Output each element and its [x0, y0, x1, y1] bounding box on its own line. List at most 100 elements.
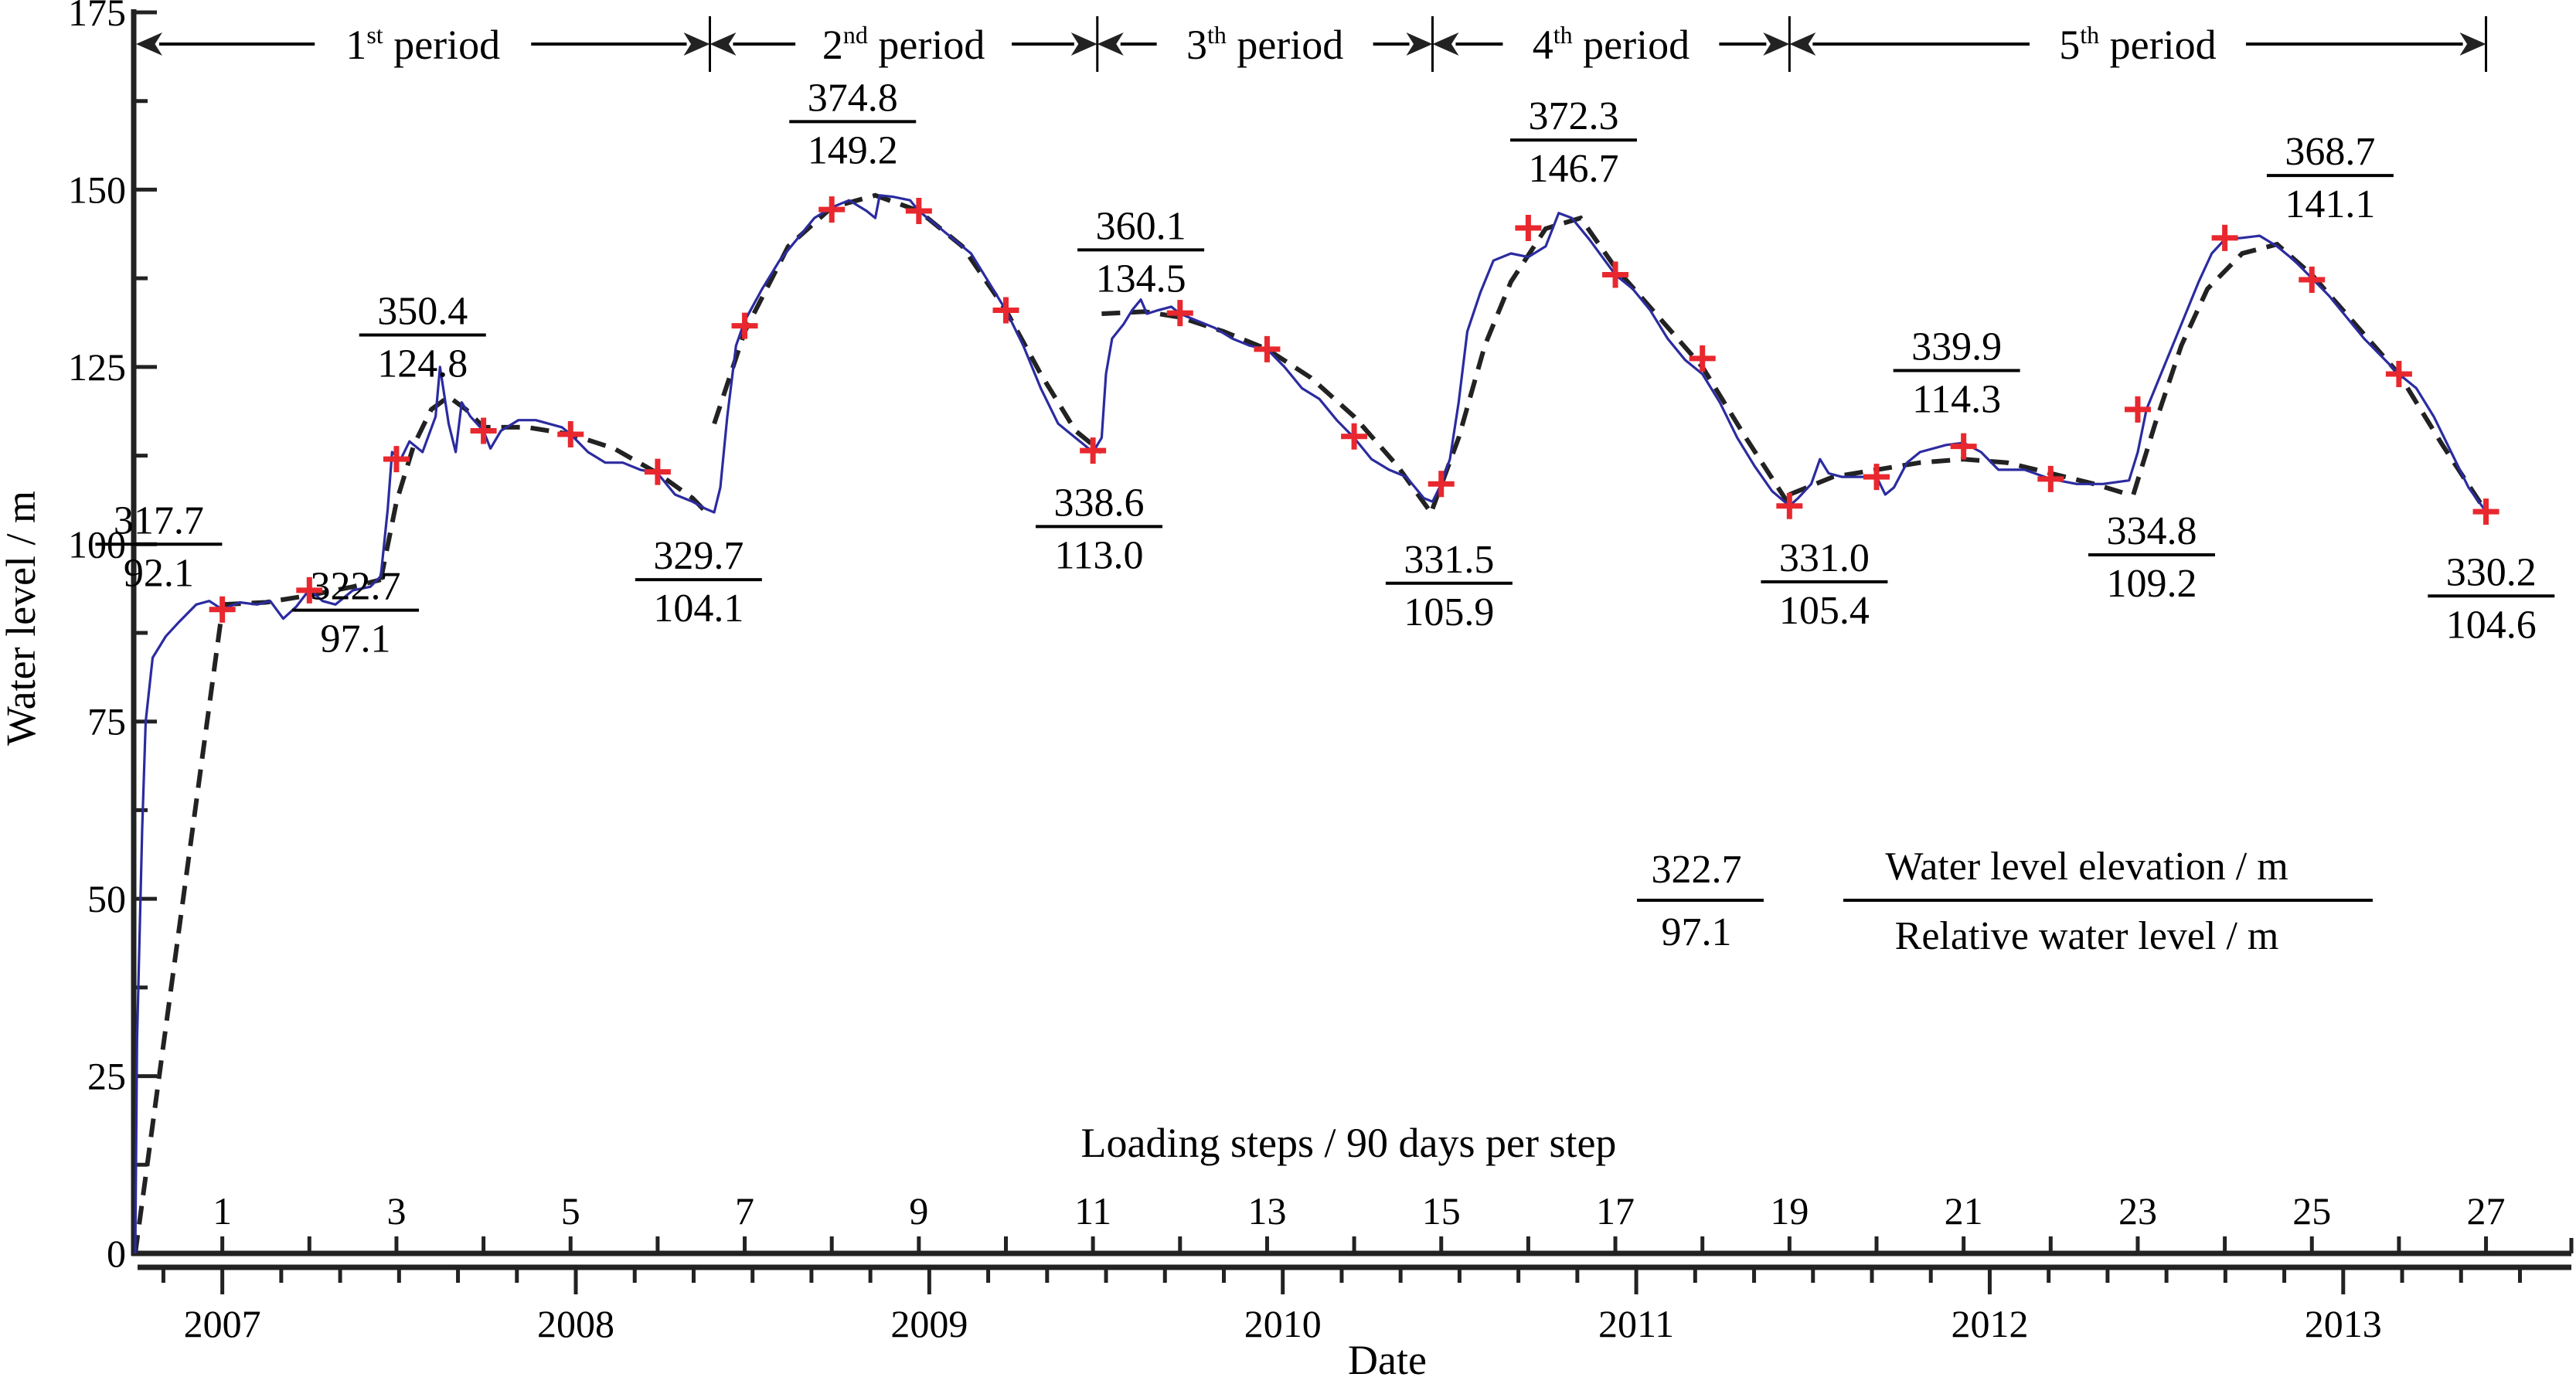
date-year-label: 2010 [1244, 1302, 1322, 1345]
step-marker [818, 196, 846, 223]
annotation: 360.1 134.5 [1077, 204, 1205, 301]
step-marker [557, 421, 584, 448]
step-tick-label: 11 [1074, 1189, 1111, 1233]
y-tick-label: 50 [87, 877, 126, 920]
annotation: 322.7 97.1 [292, 565, 420, 661]
period-arrowhead-left [710, 32, 737, 56]
step-axis-title: Loading steps / 90 days per step [1081, 1120, 1617, 1166]
period-label: 2nd period [822, 21, 985, 68]
y-tick-label: 125 [68, 345, 126, 389]
annotation: 330.2 104.6 [2428, 550, 2555, 647]
step-marker [1254, 335, 1281, 362]
annotation-relative: 92.1 [124, 551, 194, 595]
annotation: 334.8 109.2 [2088, 509, 2215, 606]
annotation-relative: 114.3 [1912, 377, 2001, 421]
step-marker [2299, 266, 2326, 293]
fitted-curve-segment [1101, 309, 1431, 511]
annotation-relative: 97.1 [321, 617, 391, 661]
legend-example-elevation: 322.7 [1652, 848, 1742, 892]
step-tick-label: 5 [561, 1189, 580, 1233]
step-marker [2124, 396, 2151, 423]
period-bar: 1st period 2nd period 3th period 4th period… [136, 16, 2488, 72]
step-marker [1776, 492, 1803, 519]
period-5: 5th period [1812, 21, 2463, 68]
step-marker [296, 576, 323, 604]
date-year-label: 2008 [537, 1302, 614, 1345]
step-tick-label: 13 [1247, 1189, 1286, 1233]
fitted-curve-segment [712, 192, 1104, 454]
annotation-elevation: 322.7 [311, 565, 401, 609]
y-tick-label: 150 [68, 168, 126, 211]
annotation: 368.7 141.1 [2266, 130, 2394, 226]
date-year-label: 2011 [1598, 1302, 1674, 1345]
step-marker [2385, 361, 2412, 388]
measured-curve [134, 194, 2487, 1254]
period-2: 2nd period [733, 21, 1074, 68]
date-year-label: 2013 [2305, 1302, 2382, 1345]
annotation: 374.8 149.2 [789, 76, 917, 172]
y-tick-label: 25 [87, 1055, 126, 1098]
annotation: 372.3 146.7 [1509, 94, 1637, 191]
step-tick-label: 3 [386, 1189, 406, 1233]
period-1: 1st period [159, 21, 687, 68]
step-marker [209, 596, 236, 623]
period-label: 3th period [1186, 21, 1343, 68]
step-marker [1863, 464, 1890, 491]
annotation-elevation: 330.2 [2446, 550, 2537, 594]
step-marker [1341, 423, 1368, 450]
step-marker [992, 297, 1019, 324]
legend-example-relative: 97.1 [1662, 910, 1732, 954]
annotation-elevation: 374.8 [808, 76, 898, 120]
annotation: 339.9 114.3 [1893, 325, 2020, 421]
step-marker [1689, 345, 1716, 372]
date-year-label: 2012 [1951, 1302, 2028, 1345]
annotation-relative: 104.6 [2446, 603, 2537, 647]
fitted-curve-segment [133, 609, 225, 1254]
period-arrowhead-left [1097, 32, 1124, 56]
step-marker [2472, 498, 2499, 525]
step-tick-label: 1 [213, 1189, 232, 1233]
step-tick-label: 27 [2467, 1189, 2506, 1233]
annotation: 331.0 105.4 [1761, 536, 1888, 633]
annotation-elevation: 368.7 [2285, 130, 2375, 174]
measured-line [134, 194, 2487, 1254]
step-marker [1950, 433, 1977, 460]
y-axis-title: Water level / m [0, 491, 44, 746]
step-tick-label: 15 [1422, 1189, 1461, 1233]
period-arrowhead-left [1432, 32, 1459, 56]
step-tick-label: 9 [909, 1189, 928, 1233]
step-marker [1602, 261, 1629, 288]
step-marker [1515, 214, 1542, 241]
step-marker [2037, 465, 2064, 492]
period-arrowhead-right [1763, 32, 1790, 56]
date-year-label: 2007 [184, 1302, 261, 1345]
step-markers [209, 196, 2499, 623]
period-arrowhead-left [136, 32, 162, 56]
annotation: 338.6 113.0 [1036, 481, 1163, 577]
period-label: 1st period [345, 21, 500, 68]
step-marker [383, 446, 410, 473]
x-axis-title: Date [1348, 1337, 1427, 1383]
step-tick-label: 25 [2292, 1189, 2331, 1233]
annotation-elevation: 331.5 [1404, 538, 1494, 582]
annotation: 329.7 104.1 [635, 534, 762, 631]
value-annotations: 317.7 92.1 322.7 97.1 350.4 124.8 329.7 104.1 37… [95, 76, 2555, 661]
step-tick-label: 23 [2118, 1189, 2157, 1233]
annotation-elevation: 317.7 [114, 498, 204, 542]
annotation-relative: 104.1 [653, 587, 744, 631]
period-label: 4th period [1533, 21, 1690, 68]
period-arrowhead-right [2459, 32, 2486, 56]
legend: 322.7 97.1 Water level elevation / m Rel… [1637, 845, 2373, 958]
step-marker [1166, 300, 1193, 327]
period-arrowhead-left [1789, 32, 1816, 56]
annotation-elevation: 338.6 [1054, 481, 1145, 525]
period-label: 5th period [2059, 21, 2216, 68]
annotation-elevation: 350.4 [377, 290, 468, 334]
period-3: 3th period [1120, 21, 1410, 68]
fitted-curve-segment [2131, 241, 2489, 513]
annotation: 317.7 92.1 [95, 498, 223, 595]
annotation-elevation: 372.3 [1528, 94, 1618, 138]
period-arrowhead-right [1406, 32, 1433, 56]
step-marker [731, 312, 758, 339]
